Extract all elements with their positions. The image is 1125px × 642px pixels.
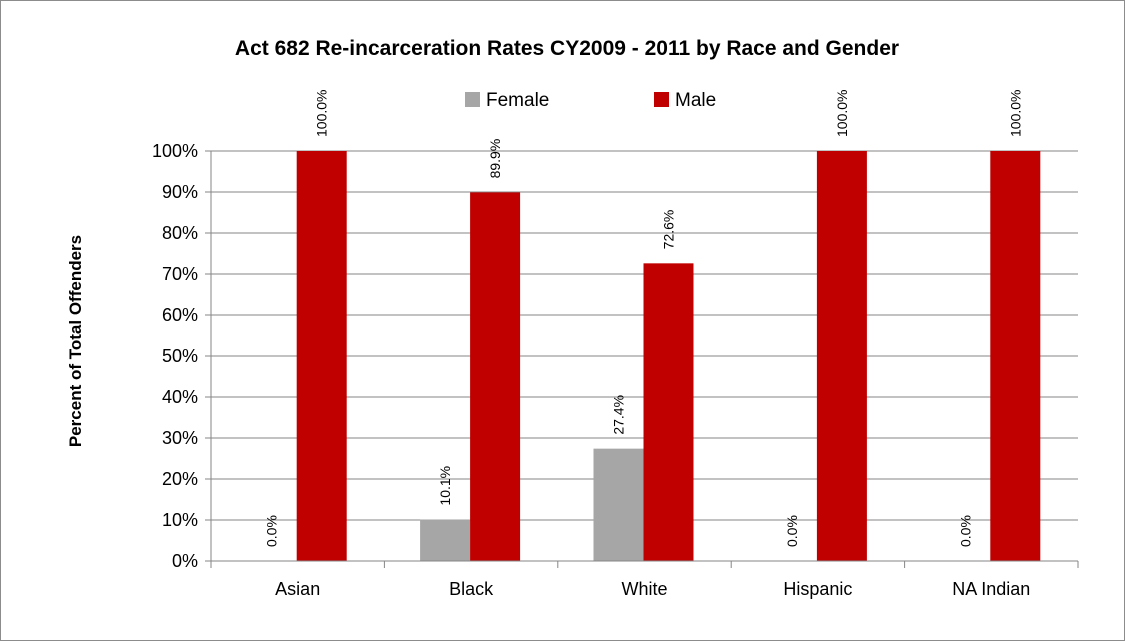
legend-swatch-female	[465, 92, 480, 107]
legend-swatch-male	[654, 92, 669, 107]
data-label: 100.0%	[1007, 90, 1023, 137]
y-tick-label: 50%	[162, 346, 198, 366]
data-labels: 0.0% 100.0% 10.1% 89.9% 27.4% 72.6% 0.0% 100.0%…	[264, 90, 1024, 547]
y-tick-label: 100%	[152, 141, 198, 161]
data-label: 10.1%	[437, 466, 453, 506]
data-label: 27.4%	[611, 395, 627, 435]
y-tick-label: 10%	[162, 510, 198, 530]
y-tick-label: 90%	[162, 182, 198, 202]
legend: Female Male	[465, 90, 716, 111]
y-tick-label: 80%	[162, 223, 198, 243]
data-label: 100.0%	[834, 90, 850, 137]
y-tick-label: 40%	[162, 387, 198, 407]
bar-male-white	[643, 263, 694, 561]
bar-male-hispanic	[816, 151, 867, 561]
legend-label-male: Male	[675, 90, 716, 111]
y-tick-label: 20%	[162, 469, 198, 489]
bar-female-white	[593, 448, 644, 561]
data-label: 72.6%	[661, 210, 677, 250]
data-label: 100.0%	[314, 90, 330, 137]
x-category-label: Hispanic	[783, 579, 852, 599]
bar-female-black	[420, 519, 471, 561]
bar-male-asian	[296, 151, 347, 561]
bar-male-black	[470, 192, 521, 561]
y-tick-label: 0%	[172, 551, 198, 571]
y-axis-label: Percent of Total Offenders	[66, 235, 85, 447]
data-label: 0.0%	[784, 515, 800, 547]
data-label: 0.0%	[957, 515, 973, 547]
axes	[210, 151, 1079, 568]
bar-male-na-indian	[990, 151, 1041, 561]
data-label: 89.9%	[487, 139, 503, 179]
bars	[296, 151, 1041, 561]
x-category-label: White	[621, 579, 667, 599]
x-axis-categories: Asian Black White Hispanic NA Indian	[275, 579, 1030, 599]
y-tick-label: 70%	[162, 264, 198, 284]
y-tick-label: 30%	[162, 428, 198, 448]
data-label: 0.0%	[264, 515, 280, 547]
x-category-label: Black	[449, 579, 494, 599]
x-category-label: Asian	[275, 579, 320, 599]
legend-label-female: Female	[486, 90, 549, 111]
chart-title: Act 682 Re-incarceration Rates CY2009 - …	[235, 37, 899, 60]
y-axis-ticks: 0% 10% 20% 30% 40% 50% 60% 70% 80% 90% 100%	[152, 141, 211, 571]
y-tick-label: 60%	[162, 305, 198, 325]
x-category-label: NA Indian	[952, 579, 1030, 599]
